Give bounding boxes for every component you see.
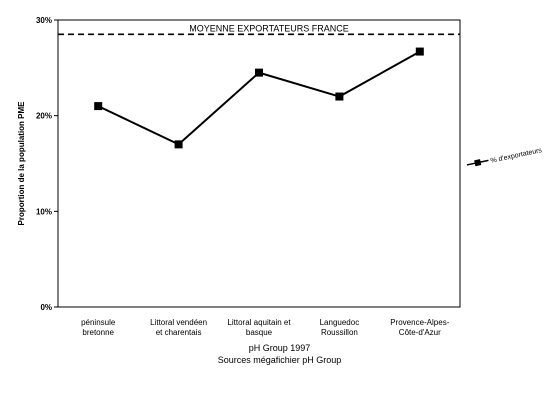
series-group [94,47,424,149]
x-category-label: péninsule [81,318,116,327]
x-category-label: Roussillon [321,328,358,337]
reference-line-group: MOYENNE EXPORTATEURS FRANCE [58,23,460,36]
x-category-label: Côte-d'Azur [399,328,441,337]
y-tick-label: 20% [36,112,52,121]
data-point-marker [335,92,344,101]
y-axis-label-group: Proportion de la population PME [17,101,26,226]
x-category-label: et charentais [156,328,202,337]
source-line-1: pH Group 1997 [248,343,311,353]
data-point-marker [255,68,263,77]
x-category-label: Littoral vendéen [150,318,207,327]
data-point-marker [174,140,183,149]
x-category-label: Languedoc [320,318,360,327]
legend-marker-swatch [474,159,482,167]
y-tick-label: 30% [36,16,52,25]
reference-line-label: MOYENNE EXPORTATEURS FRANCE [189,23,349,33]
plot-area-frame [57,19,461,308]
data-point-marker [415,47,424,56]
y-tick-label: 10% [36,207,52,216]
legend: % d'exportateurs [466,147,543,167]
x-category-label: Provence-Alpes- [390,318,449,327]
legend-item: % d'exportateurs [466,147,543,167]
x-category-label: basque [246,328,273,337]
legend-label: % d'exportateurs [490,147,543,165]
data-point-marker [94,102,103,111]
x-category-label: bretonne [82,328,114,337]
y-tick-label: 0% [40,303,52,312]
series-line [97,50,421,146]
x-category-label: Littoral aquitain et [227,318,291,327]
chart-axes [57,19,461,308]
y-axis-label: Proportion de la population PME [17,101,26,226]
y-ticks: 0% 10% 20% 30% [36,16,58,312]
source-line-2: Sources mégafichier pH Group [217,355,342,365]
